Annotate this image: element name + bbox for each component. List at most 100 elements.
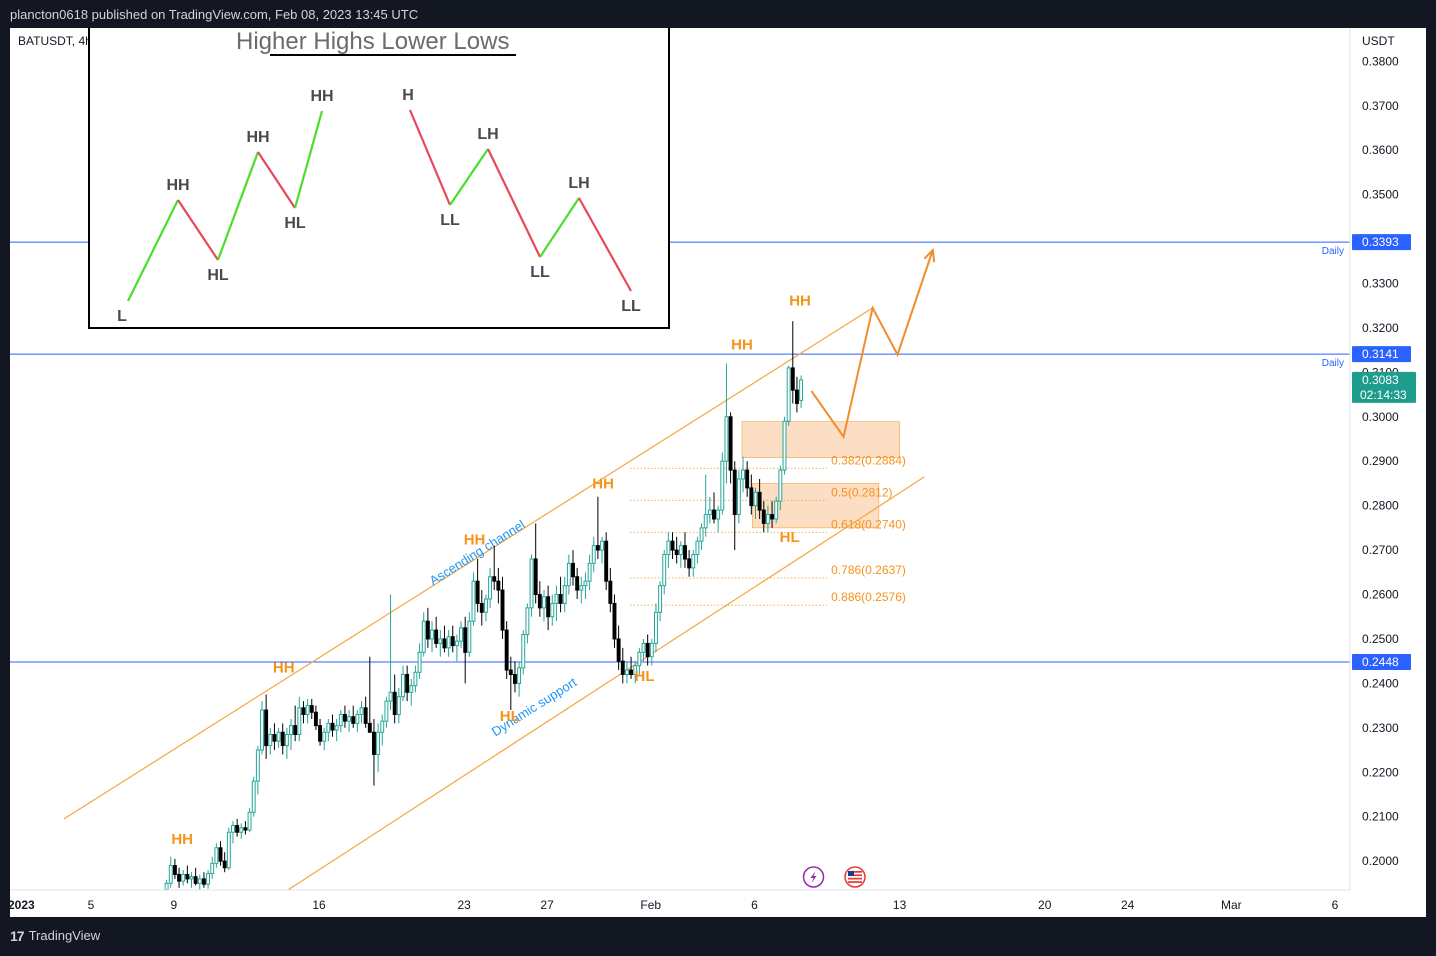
candle[interactable]: [305, 698, 310, 724]
candle[interactable]: [372, 718, 376, 786]
candle[interactable]: [206, 870, 211, 889]
candle[interactable]: [330, 714, 335, 737]
candle[interactable]: [247, 807, 252, 833]
candle[interactable]: [193, 867, 198, 886]
candle[interactable]: [338, 710, 343, 733]
candle[interactable]: [757, 478, 762, 519]
candle[interactable]: [790, 321, 795, 404]
candle[interactable]: [550, 594, 555, 626]
candle[interactable]: [670, 532, 675, 559]
candle[interactable]: [753, 487, 758, 519]
candle[interactable]: [251, 776, 256, 817]
candle[interactable]: [289, 718, 293, 751]
candle[interactable]: [566, 554, 571, 595]
candle[interactable]: [363, 696, 368, 728]
candle[interactable]: [525, 603, 530, 644]
candle[interactable]: [562, 576, 567, 613]
candle[interactable]: [351, 705, 356, 728]
candle[interactable]: [438, 630, 443, 657]
candle[interactable]: [255, 745, 260, 795]
candle[interactable]: [616, 625, 621, 671]
candle[interactable]: [504, 621, 509, 679]
candle[interactable]: [736, 470, 741, 524]
candle[interactable]: [683, 532, 687, 568]
candle[interactable]: [214, 843, 219, 868]
candle[interactable]: [210, 856, 215, 879]
candle[interactable]: [471, 572, 476, 626]
candle[interactable]: [264, 694, 269, 759]
us-flag-icon[interactable]: [844, 866, 866, 888]
candle[interactable]: [197, 874, 202, 890]
candle[interactable]: [645, 634, 650, 666]
candle[interactable]: [177, 867, 182, 888]
candle[interactable]: [347, 710, 352, 733]
candle[interactable]: [749, 474, 754, 515]
candle[interactable]: [284, 727, 289, 759]
lightning-icon[interactable]: [802, 866, 825, 888]
candle[interactable]: [417, 643, 422, 679]
candle[interactable]: [201, 872, 206, 888]
candle[interactable]: [172, 858, 177, 879]
candle[interactable]: [239, 823, 244, 839]
candle[interactable]: [168, 856, 173, 888]
candle[interactable]: [786, 365, 791, 426]
candle[interactable]: [629, 656, 634, 679]
candle[interactable]: [380, 714, 385, 746]
candle[interactable]: [778, 465, 783, 511]
candle[interactable]: [409, 678, 414, 706]
candle[interactable]: [774, 496, 779, 524]
candle[interactable]: [280, 723, 285, 755]
candle[interactable]: [226, 827, 231, 871]
candle[interactable]: [633, 661, 638, 684]
candle[interactable]: [591, 536, 596, 573]
candle[interactable]: [297, 696, 302, 742]
candle[interactable]: [653, 603, 658, 653]
candle[interactable]: [260, 701, 264, 755]
candle[interactable]: [309, 698, 314, 719]
candle[interactable]: [492, 545, 497, 591]
candle[interactable]: [434, 616, 439, 648]
candle[interactable]: [707, 496, 712, 524]
candle[interactable]: [529, 554, 534, 617]
candle[interactable]: [604, 532, 609, 591]
candle[interactable]: [537, 581, 542, 617]
candle[interactable]: [554, 585, 559, 622]
candle[interactable]: [662, 550, 667, 595]
candle[interactable]: [641, 638, 646, 662]
candle[interactable]: [334, 718, 339, 742]
candle[interactable]: [745, 461, 750, 497]
candle[interactable]: [405, 665, 410, 702]
candle[interactable]: [716, 505, 721, 533]
candle[interactable]: [571, 550, 575, 586]
candle[interactable]: [189, 872, 194, 888]
candle[interactable]: [235, 818, 240, 837]
candle[interactable]: [579, 576, 584, 604]
candle[interactable]: [508, 656, 513, 711]
candle[interactable]: [388, 594, 393, 711]
candle[interactable]: [517, 661, 522, 697]
candle[interactable]: [450, 625, 455, 653]
candle[interactable]: [691, 550, 696, 577]
candle[interactable]: [678, 541, 683, 568]
candle[interactable]: [181, 870, 186, 886]
candle[interactable]: [600, 536, 604, 564]
candle[interactable]: [430, 621, 434, 653]
candle[interactable]: [699, 523, 704, 551]
candle[interactable]: [521, 630, 526, 675]
candle[interactable]: [392, 674, 397, 724]
candle[interactable]: [401, 665, 405, 702]
candle[interactable]: [272, 723, 277, 751]
candle[interactable]: [595, 496, 600, 559]
candle[interactable]: [222, 852, 227, 873]
candle[interactable]: [413, 665, 418, 693]
candle[interactable]: [459, 621, 463, 648]
candle[interactable]: [724, 363, 729, 484]
candle[interactable]: [488, 567, 493, 608]
candle[interactable]: [467, 612, 472, 657]
candle[interactable]: [620, 647, 625, 684]
candle[interactable]: [741, 456, 745, 493]
chart-area[interactable]: Daily Daily 0.382(0.2884) 0.5(0.2812) 0.618…: [10, 28, 1426, 917]
candle[interactable]: [218, 841, 223, 866]
candle[interactable]: [666, 532, 671, 568]
candle[interactable]: [276, 727, 281, 748]
